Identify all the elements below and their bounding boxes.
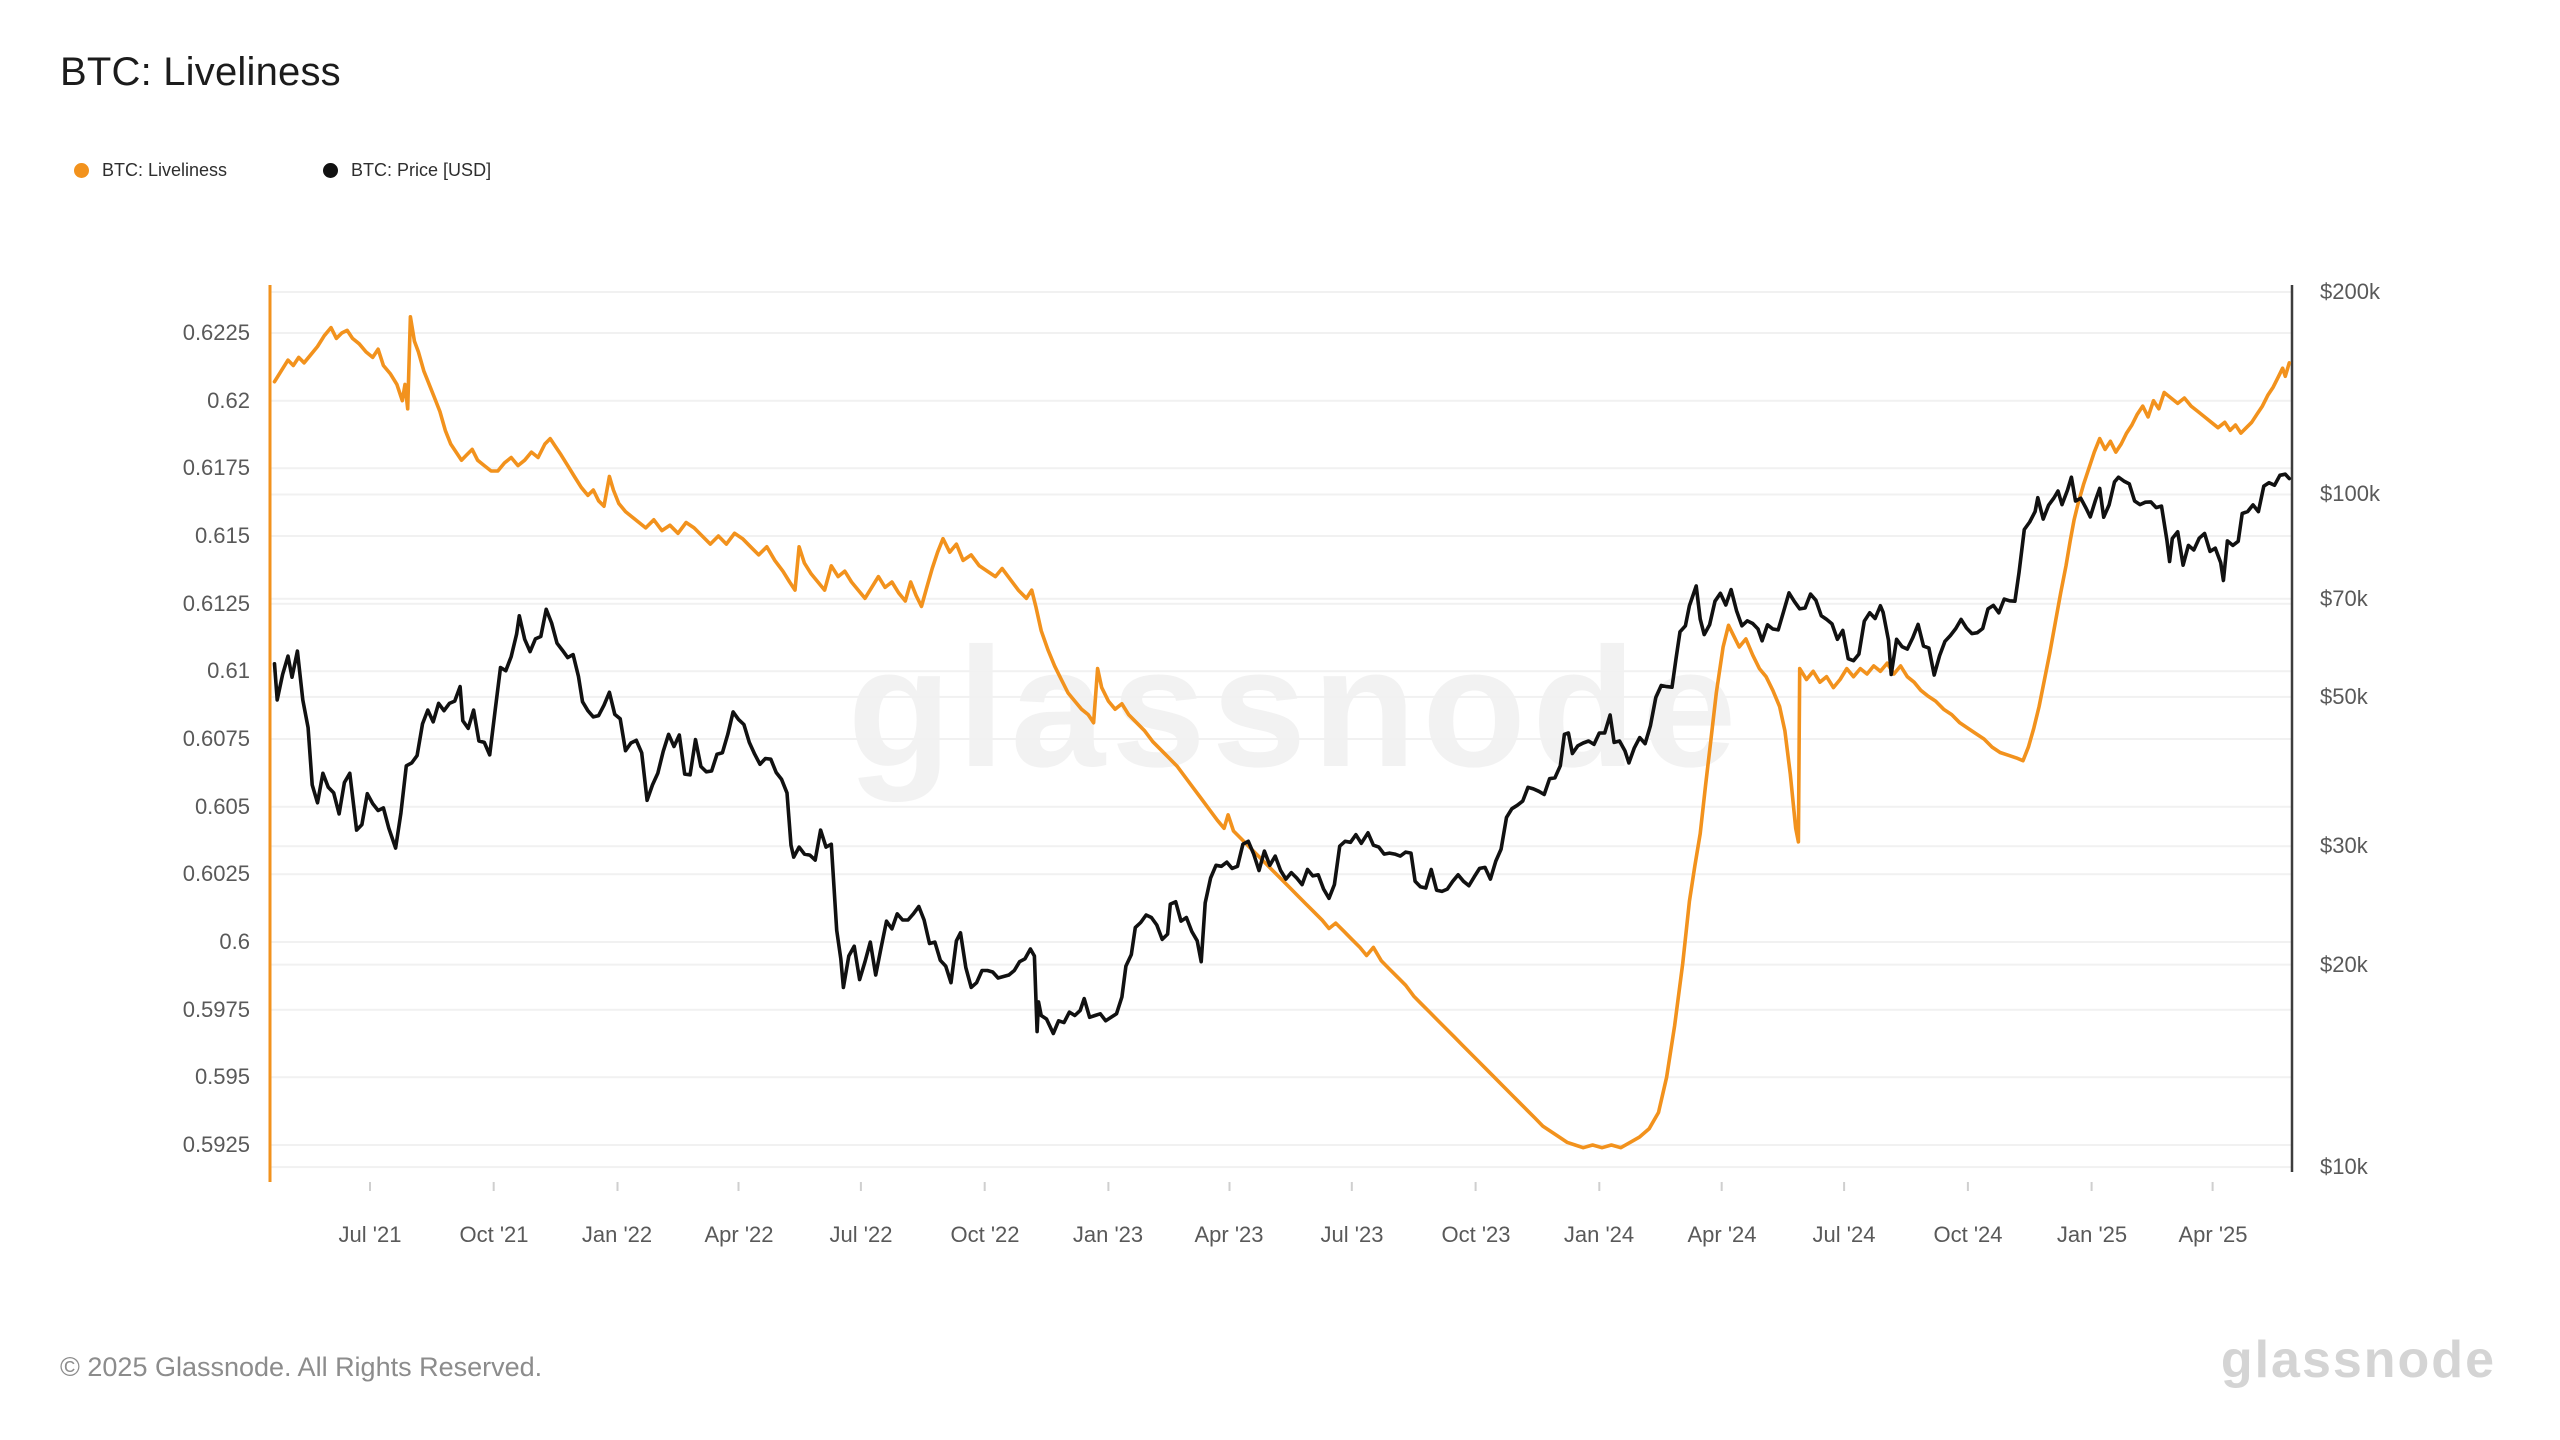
left-axis-tick-label: 0.615 [194, 523, 250, 548]
x-axis-tick-label: Apr '23 [1194, 1222, 1264, 1247]
left-axis-tick-label: 0.5925 [182, 1132, 250, 1157]
right-axis-tick-label: $70k [2320, 586, 2368, 611]
right-axis-tick-label: $100k [2320, 481, 2380, 506]
x-axis-ticks [369, 1182, 2214, 1191]
right-axis-tick-label: $20k [2320, 952, 2368, 977]
x-axis-tick-label: Apr '25 [2178, 1222, 2248, 1247]
left-axis-tick-label: 0.61 [207, 658, 250, 683]
x-axis-tick-label: Jan '22 [581, 1222, 653, 1247]
legend-item-liveliness[interactable]: BTC: Liveliness [74, 160, 227, 181]
x-axis-tick-label: Oct '23 [1441, 1222, 1511, 1247]
glassnode-watermark: glassnode [735, 610, 1855, 806]
x-axis-tick-label: Jan '24 [1563, 1222, 1635, 1247]
legend: BTC: Liveliness BTC: Price [USD] [74, 160, 491, 181]
legend-dot-icon [74, 163, 89, 178]
x-axis-tick-label: Oct '24 [1933, 1222, 2003, 1247]
x-axis-tick-label: Jul '21 [338, 1222, 402, 1247]
right-axis-tick-label: $10k [2320, 1154, 2368, 1179]
page-title: BTC: Liveliness [60, 50, 341, 94]
left-axis-tick-label: 0.595 [194, 1064, 250, 1089]
left-axis-tick-label: 0.6125 [182, 591, 250, 616]
x-axis-tick-label: Apr '22 [704, 1222, 774, 1247]
right-axis-tick-label: $200k [2320, 279, 2380, 304]
left-axis-tick-label: 0.605 [194, 794, 250, 819]
left-axis-tick-label: 0.6075 [182, 726, 250, 751]
right-axis-tick-label: $30k [2320, 833, 2368, 858]
glassnode-logo: glassnode [2220, 1331, 2496, 1389]
left-axis-tick-label: 0.5975 [182, 997, 250, 1022]
left-axis-tick-label: 0.62 [207, 388, 250, 413]
x-axis-tick-label: Oct '22 [950, 1222, 1020, 1247]
legend-label: BTC: Price [USD] [351, 160, 492, 180]
x-axis-tick-label: Oct '21 [459, 1222, 529, 1247]
legend-label: BTC: Liveliness [102, 160, 228, 180]
left-axis-tick-label: 0.6 [219, 929, 250, 954]
plot-area[interactable] [270, 285, 2292, 1182]
x-axis-tick-label: Jul '23 [1320, 1222, 1384, 1247]
x-axis-tick-label: Jul '22 [829, 1222, 893, 1247]
legend-dot-icon [323, 163, 339, 178]
copyright-text: © 2025 Glassnode. All Rights Reserved. [60, 1352, 543, 1382]
right-axis-tick-label: $50k [2320, 684, 2368, 709]
price-line [272, 472, 2292, 1036]
x-axis-tick-label: Jan '23 [1072, 1222, 1144, 1247]
x-axis-tick-label: Apr '24 [1687, 1222, 1757, 1247]
x-axis-tick-label: Jul '24 [1812, 1222, 1876, 1247]
left-axis-tick-label: 0.6225 [182, 320, 250, 345]
left-axis-tick-label: 0.6175 [182, 455, 250, 480]
left-axis-tick-label: 0.6025 [182, 861, 250, 886]
x-axis-tick-label: Jan '25 [2056, 1222, 2128, 1247]
legend-item-price[interactable]: BTC: Price [USD] [323, 160, 491, 181]
